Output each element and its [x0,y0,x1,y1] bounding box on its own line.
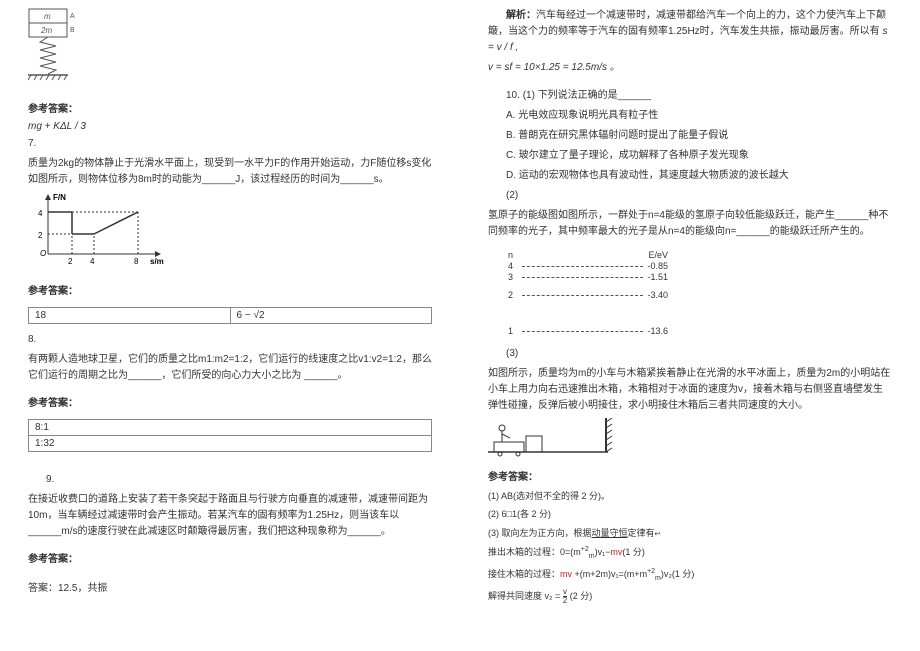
jiexi-label: 解析： [506,10,536,21]
svg-text:O: O [40,249,46,258]
energy-levels: n E/eV 4 -0.85 3 -1.51 2 -3.40 1 -13 [508,250,892,336]
lvl-hdr-l: n [508,250,513,260]
q8-answer-table: 8:1 1:32 [28,419,432,452]
svg-text:2m: 2m [40,26,52,35]
jiexi-line: 解析：汽车每经过一个减速带时，减速带都给汽车一个向上的力，这个力使汽车上下颠簸，… [488,8,892,56]
q10-1: 10. (1) 下列说法正确的是______ [488,88,892,104]
q10-3-text: 如图所示，质量均为m的小车与木箱紧挨着静止在光滑的水平冰面上，质量为2m的小明站… [488,366,892,414]
q9-number: 9. [28,472,432,488]
q9-text: 在接近收费口的道路上安装了若干条突起于路面且与行驶方向垂直的减速带，减速带间距为… [28,492,432,540]
lvl-row-1: 1 -13.6 [508,326,668,336]
q7-answer-table: 18 6 − √2 [28,307,432,324]
svg-text:A: A [70,13,75,20]
answer-label-7: 参考答案： [28,282,432,297]
q7-ans-a: 18 [29,308,231,324]
ans-2: (2) 6□1(各 2 分) [488,507,892,521]
svg-text:2: 2 [38,231,43,240]
right-column: 解析：汽车每经过一个减速带时，减速带都给汽车一个向上的力，这个力使汽车上下颠簸，… [460,0,920,651]
spring-diagram: m A 2m B [28,8,78,90]
left-column: m A 2m B 参考答案： mg + KΔL / 3 7. 质量为2kg的物体… [0,0,460,651]
answer-label-6: 参考答案： [28,100,432,115]
q7-ans-b: 6 − √2 [230,308,432,324]
q10-2-text: 氢原子的能级图如图所示，一群处于n=4能级的氢原子向较低能级跃迁，能产生____… [488,208,892,240]
q10-1-text: (1) 下列说法正确的是______ [523,90,651,101]
q7-number: 7. [28,136,432,152]
lvl-row-4: 4 -0.85 [508,261,668,271]
q9-answer: 答案：12.5，共振 [28,581,432,597]
q6-answer: mg + KΔL / 3 [28,121,432,132]
ans-3b: 推出木箱的过程：0=(m+2m)v₁−mv(1 分) [488,544,892,562]
answer-label-9: 参考答案： [28,550,432,565]
svg-text:4: 4 [90,257,95,266]
jiexi-text: 汽车每经过一个减速带时，减速带都给汽车一个向上的力，这个力使汽车上下颠簸，当这个… [488,10,886,37]
opt-B: B. 普朗克在研究黑体辐射问题时提出了能量子假说 [488,128,892,144]
opt-C: C. 玻尔建立了量子理论，成功解释了各种原子发光现象 [488,148,892,164]
svg-text:F/N: F/N [53,193,66,202]
q7-text: 质量为2kg的物体静止于光滑水平面上，现受到一水平力F的作用开始运动，力F随位移… [28,156,432,188]
svg-text:8: 8 [134,257,139,266]
opt-D: D. 运动的宏观物体也具有波动性，其速度越大物质波的波长越大 [488,168,892,184]
svg-text:m: m [44,12,51,21]
q8-text: 有两颗人造地球卫星，它们的质量之比m1:m2=1:2，它们运行的线速度之比v1:… [28,352,432,384]
page-root: m A 2m B 参考答案： mg + KΔL / 3 7. 质量为2kg的物体… [0,0,920,651]
svg-text:B: B [70,27,75,34]
lvl-row-2: 2 -3.40 [508,290,668,300]
force-displacement-graph: F/N s/m O 4 2 2 4 8 [28,192,168,272]
svg-text:2: 2 [68,257,73,266]
answer-label-8: 参考答案： [28,394,432,409]
ans-3d: 解得共同速度 v₂ = v2 (2 分) [488,588,892,605]
lvl-hdr-r: E/eV [648,250,668,260]
ans-1: (1) AB(选对但不全的得 2 分)。 [488,489,892,503]
q10-num: 10. [506,90,520,101]
ans-3a: (3) 取向左为正方向，根据动量守恒定律有↩ [488,526,892,540]
q8-number: 8. [28,332,432,348]
svg-text:4: 4 [38,209,43,218]
q10-2-num: (2) [488,188,892,204]
q8-ans-b: 1:32 [29,436,432,452]
ans-3c: 接住木箱的过程：mv +(m+2m)v₁=(m+m+2m)v₂(1 分) [488,566,892,584]
q10-3-num: (3) [488,346,892,362]
answer-label-10: 参考答案： [488,468,892,483]
jiexi-calc: v = sf = 10×1.25 = 12.5m/s 。 [488,60,892,76]
box-man-wall-diagram [488,418,618,458]
svg-text:s/m: s/m [150,257,164,266]
q8-ans-a: 8:1 [29,420,432,436]
opt-A: A. 光电效应现象说明光具有粒子性 [488,108,892,124]
lvl-row-3: 3 -1.51 [508,272,668,282]
